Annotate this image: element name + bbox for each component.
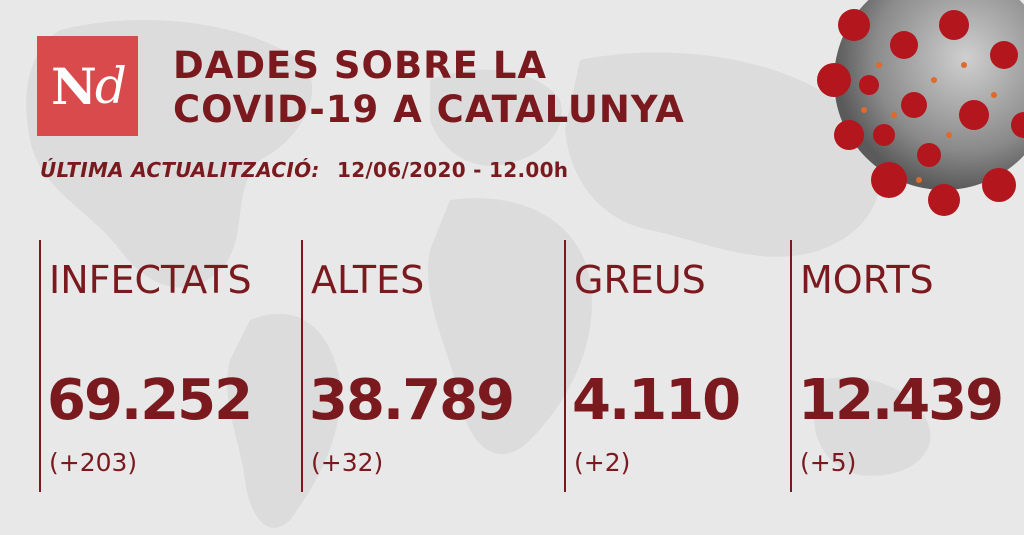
stat-value: 4.110	[572, 368, 741, 433]
stat-greus: GREUS 4.110 (+2)	[564, 240, 741, 492]
title-line-2: COVID-19 A CATALUNYA	[173, 88, 685, 131]
stat-altes: ALTES 38.789 (+32)	[301, 240, 515, 492]
coronavirus-icon	[817, 0, 1024, 216]
last-update-value: 12/06/2020 - 12.00h	[336, 158, 569, 182]
stat-morts: MORTS 12.439 (+5)	[790, 240, 1004, 492]
logo-letter-d: d	[94, 57, 127, 115]
stat-label: MORTS	[800, 258, 934, 302]
stat-delta: (+2)	[574, 448, 631, 477]
logo-letter-n: N	[51, 56, 97, 116]
page-title: DADES SOBRE LA COVID-19 A CATALUNYA	[173, 44, 685, 132]
stat-infectats: INFECTATS 69.252 (+203)	[39, 240, 253, 492]
stat-value: 69.252	[47, 368, 253, 433]
stat-label: GREUS	[574, 258, 706, 302]
stat-delta: (+203)	[49, 448, 138, 477]
stat-value: 12.439	[798, 368, 1004, 433]
stat-label: ALTES	[311, 258, 425, 302]
stat-delta: (+32)	[311, 448, 384, 477]
stat-label: INFECTATS	[49, 258, 252, 302]
title-line-1: DADES SOBRE LA	[173, 44, 548, 87]
last-update-label: ÚLTIMA ACTUALITZACIÓ:	[40, 158, 320, 182]
last-update: ÚLTIMA ACTUALITZACIÓ: 12/06/2020 - 12.00…	[40, 158, 568, 182]
stat-delta: (+5)	[800, 448, 857, 477]
stat-value: 38.789	[309, 368, 515, 433]
